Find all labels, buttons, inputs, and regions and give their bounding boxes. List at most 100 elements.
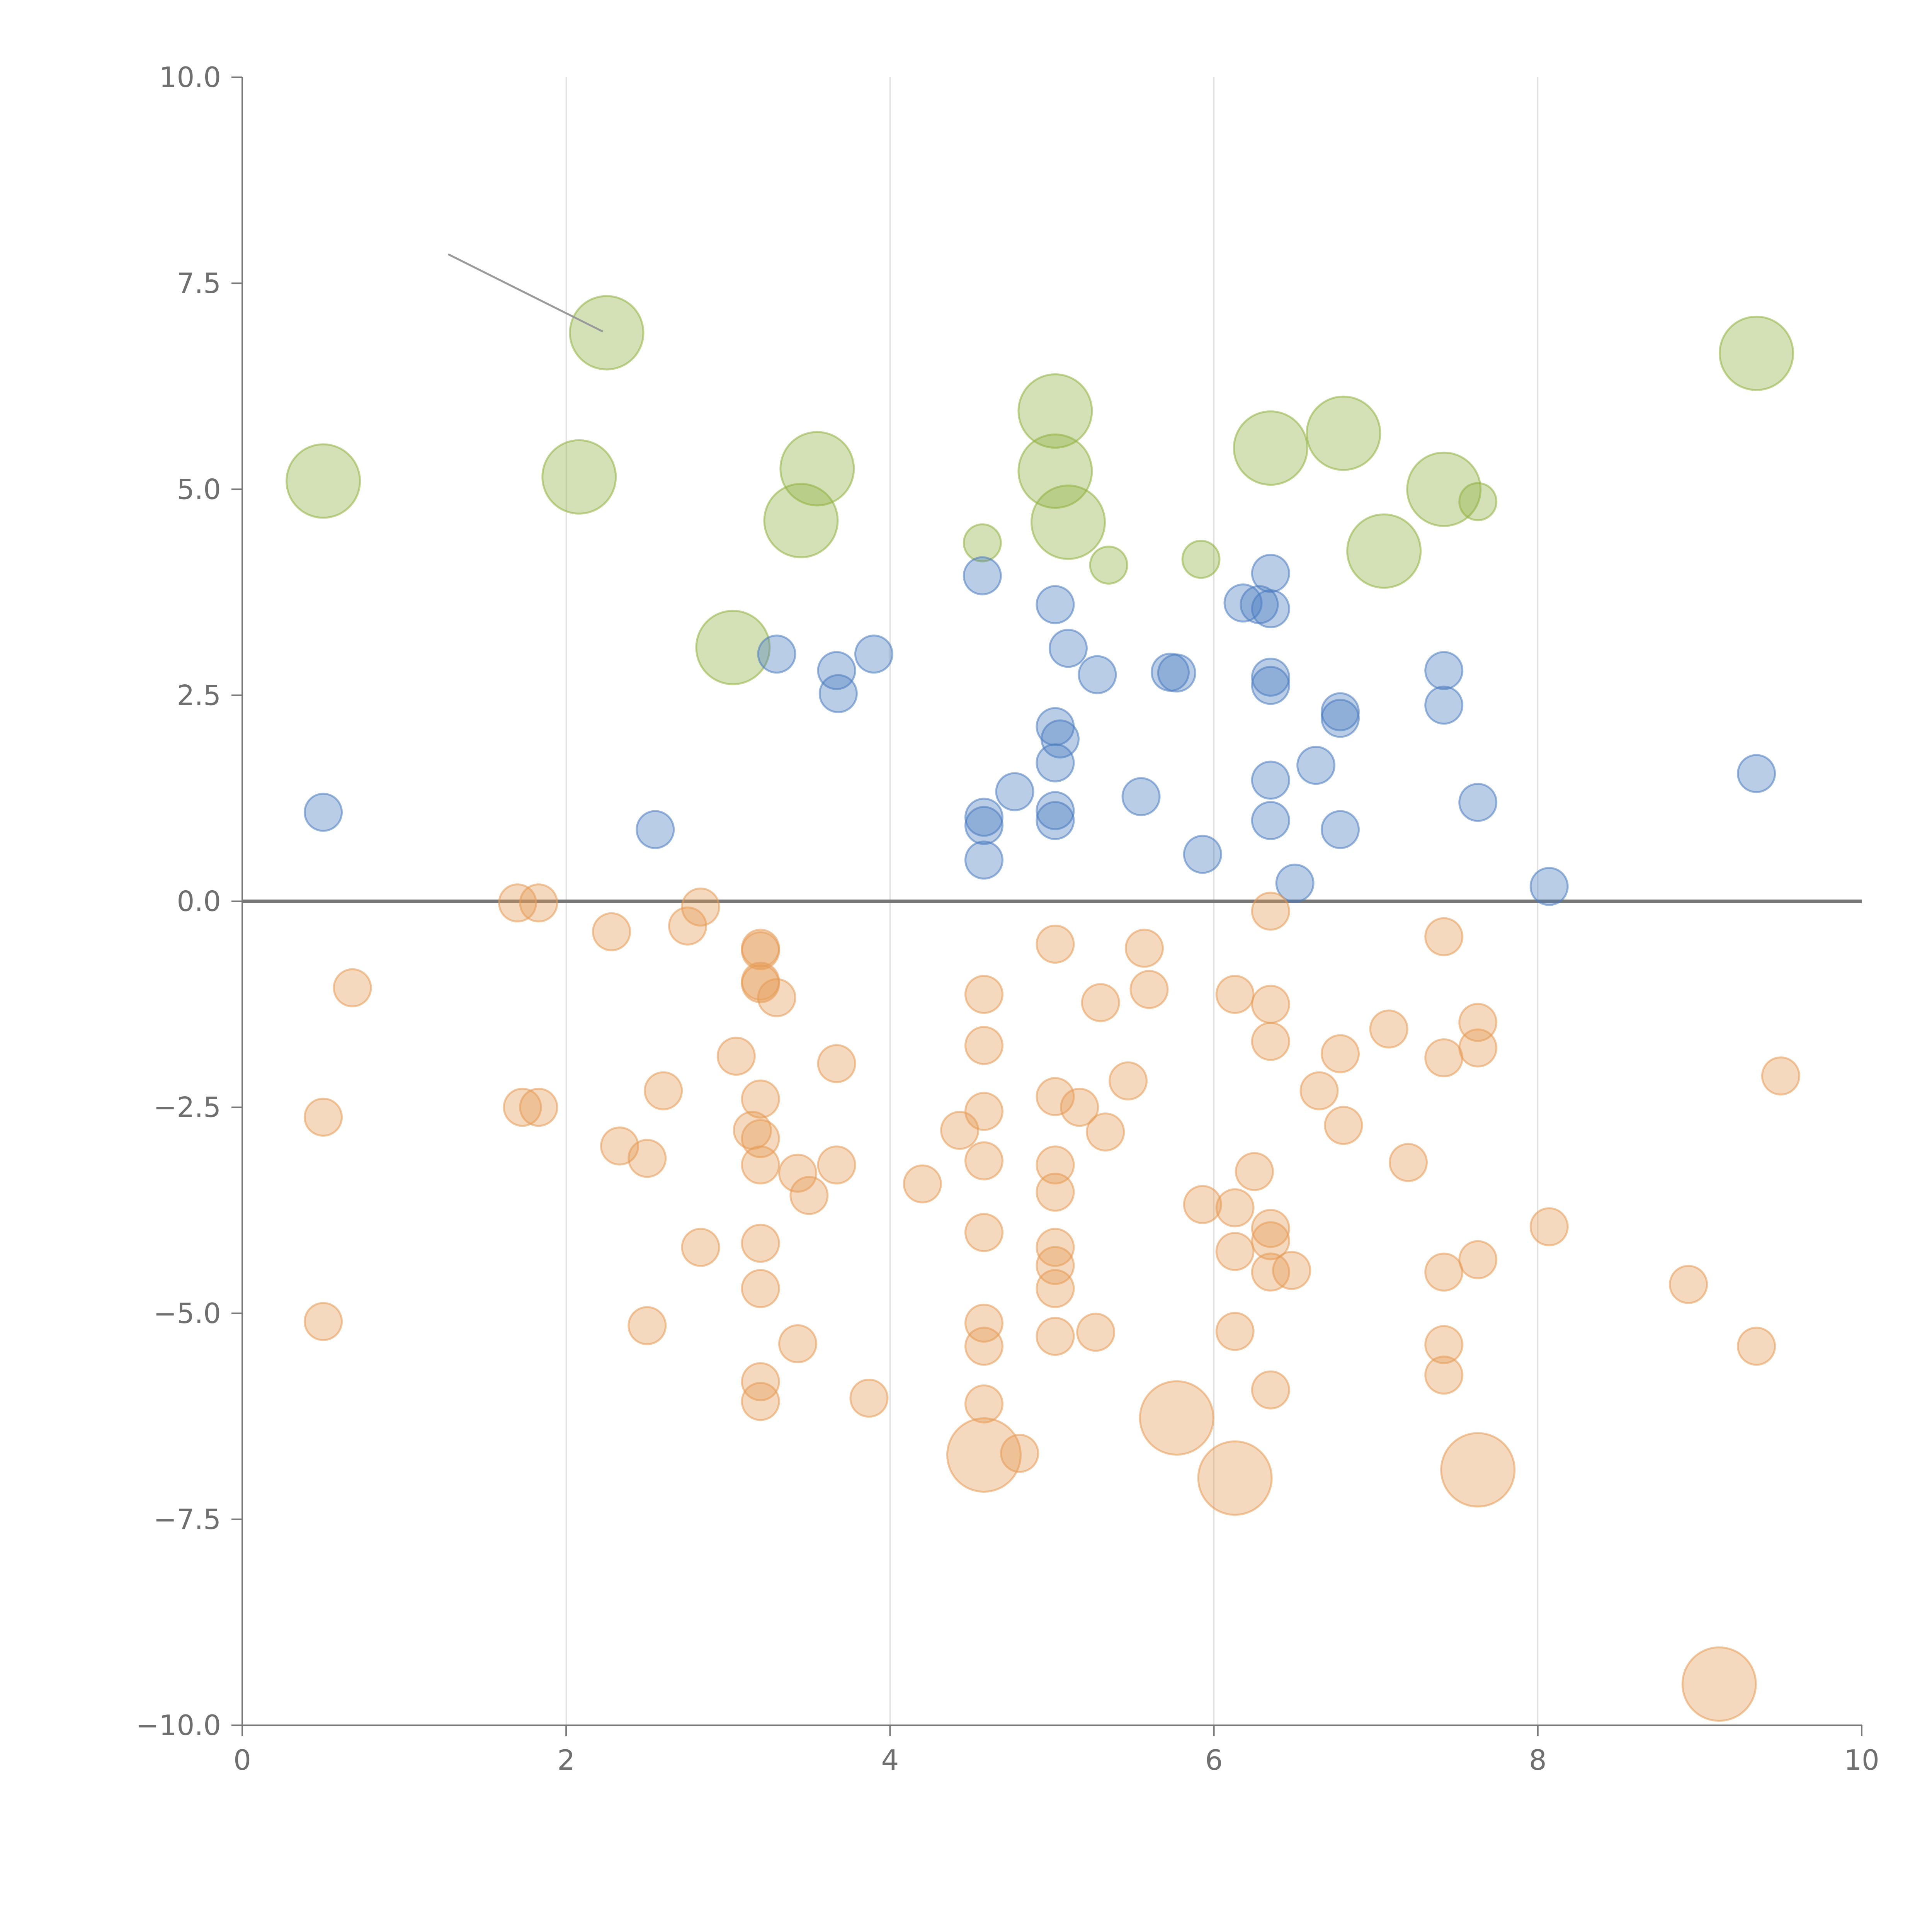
series-0 <box>286 295 1794 685</box>
y-tick-label: −10.0 <box>136 1709 221 1742</box>
data-point <box>1000 1434 1039 1473</box>
data-point <box>681 887 720 927</box>
data-point <box>1251 1370 1290 1410</box>
y-tick-label: 10.0 <box>159 61 221 94</box>
data-point <box>1036 791 1075 830</box>
data-point <box>1129 970 1169 1009</box>
data-point <box>964 1026 1003 1065</box>
leader-line <box>447 253 604 333</box>
data-point <box>1761 1056 1800 1096</box>
data-point <box>964 1092 1003 1131</box>
data-point <box>1251 554 1290 593</box>
data-point <box>1320 1034 1360 1073</box>
data-point <box>817 1145 856 1185</box>
data-point <box>763 483 839 558</box>
data-point <box>498 883 537 923</box>
data-point <box>1389 1143 1428 1182</box>
data-point <box>757 978 796 1017</box>
data-point <box>304 1097 343 1137</box>
data-point <box>1458 783 1498 822</box>
data-point <box>1036 743 1075 782</box>
data-point <box>849 1378 889 1418</box>
data-point <box>1251 985 1290 1024</box>
data-point <box>946 1417 1022 1493</box>
data-point <box>1346 513 1422 589</box>
data-point <box>1040 719 1080 759</box>
y-tick-label: 2.5 <box>177 679 221 711</box>
data-point <box>963 523 1002 563</box>
data-point <box>1424 685 1464 725</box>
x-tick-label: 10 <box>1844 1744 1879 1776</box>
data-point <box>1424 1038 1464 1078</box>
data-point <box>592 912 631 951</box>
data-point <box>1048 629 1088 668</box>
data-point <box>1215 1312 1255 1351</box>
axis-ticks: 0 2 4 6 8 10 −10.0 −7.5 −5.0 −2.5 0.0 2.5 5.0 7.5 10.0 <box>136 61 1879 1776</box>
data-point <box>1036 1145 1075 1185</box>
data-point <box>1458 1240 1498 1279</box>
data-point <box>1251 657 1290 697</box>
data-point <box>1424 1355 1464 1395</box>
data-point <box>1036 1172 1075 1212</box>
data-point <box>1235 1152 1274 1191</box>
data-point <box>964 1141 1003 1180</box>
data-point <box>1036 585 1075 624</box>
data-point <box>1215 1188 1255 1228</box>
data-point <box>1424 651 1464 690</box>
data-point <box>519 883 558 923</box>
data-point <box>1017 373 1093 449</box>
data-point <box>1060 1088 1099 1127</box>
data-point <box>757 634 796 674</box>
annotation-leader <box>447 253 604 333</box>
data-point <box>1181 540 1221 579</box>
data-point <box>716 1036 756 1076</box>
x-tick-label: 8 <box>1529 1744 1547 1776</box>
data-point <box>1078 655 1117 694</box>
data-point <box>503 1088 542 1127</box>
y-tick-label: 0.0 <box>177 885 221 918</box>
series-2 <box>304 883 1800 1722</box>
data-point <box>304 1302 343 1341</box>
y-tick-label: −5.0 <box>153 1297 221 1330</box>
data-point <box>628 1139 667 1178</box>
data-point <box>854 634 893 674</box>
data-point <box>964 798 1003 837</box>
data-point <box>1275 864 1315 903</box>
y-tick-label: −7.5 <box>153 1503 221 1536</box>
data-point <box>1681 1646 1757 1722</box>
data-point <box>1272 1251 1311 1290</box>
data-point <box>1251 589 1290 628</box>
data-point <box>1121 777 1161 816</box>
data-point <box>964 975 1003 1014</box>
data-point <box>741 1223 780 1263</box>
data-point <box>541 439 617 515</box>
data-point <box>519 1088 558 1127</box>
x-tick-label: 2 <box>557 1744 575 1776</box>
data-point <box>1251 1221 1290 1260</box>
series-1 <box>304 554 1776 906</box>
data-point <box>963 556 1002 595</box>
data-point <box>1529 1207 1569 1247</box>
data-point <box>1251 891 1290 931</box>
data-point <box>1030 485 1106 560</box>
data-point <box>903 1164 942 1204</box>
data-point <box>1183 835 1222 874</box>
data-point <box>779 431 855 507</box>
data-point <box>644 1071 683 1111</box>
data-point <box>964 840 1003 880</box>
data-point <box>1124 929 1164 968</box>
data-point <box>1324 1106 1363 1145</box>
data-point <box>1251 1252 1290 1292</box>
data-point <box>1424 1325 1464 1364</box>
data-point <box>1086 1112 1125 1152</box>
data-point <box>1036 801 1075 840</box>
data-point <box>333 968 372 1007</box>
data-point <box>668 906 707 946</box>
data-point <box>1081 983 1120 1022</box>
data-point <box>304 793 343 832</box>
data-point <box>1737 754 1776 793</box>
x-tick-label: 6 <box>1205 1744 1223 1776</box>
data-point <box>1017 433 1093 509</box>
data-point <box>778 1324 818 1364</box>
